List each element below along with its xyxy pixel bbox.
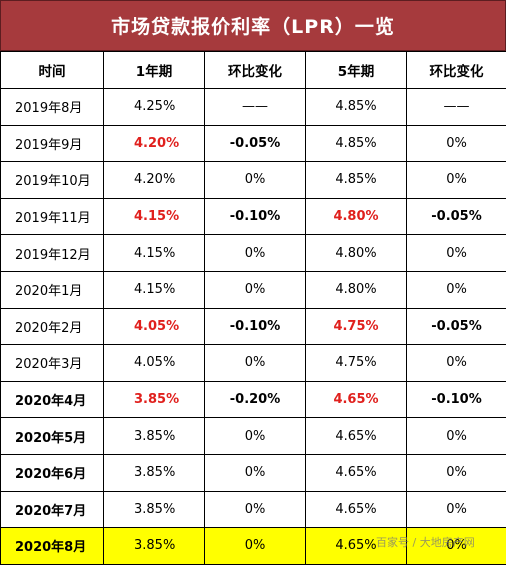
- cell-5y-change: ——: [407, 89, 506, 126]
- watermark: 百家号 / 大地房产网: [376, 534, 475, 550]
- cell-5y-rate: 4.65%: [306, 454, 407, 491]
- cell-1y-change: -0.05%: [205, 125, 306, 162]
- cell-1y-rate: 3.85%: [104, 454, 205, 491]
- cell-1y-rate: 4.20%: [104, 125, 205, 162]
- cell-date: 2020年6月: [1, 454, 104, 491]
- cell-date: 2019年10月: [1, 162, 104, 199]
- cell-5y-rate: 4.80%: [306, 271, 407, 308]
- cell-1y-change: ——: [205, 89, 306, 126]
- cell-1y-change: 0%: [205, 528, 306, 565]
- cell-5y-change: 0%: [407, 162, 506, 199]
- cell-1y-change: 0%: [205, 345, 306, 382]
- cell-date: 2020年4月: [1, 381, 104, 418]
- cell-1y-rate: 4.25%: [104, 89, 205, 126]
- table-header-row: 时间 1年期 环比变化 5年期 环比变化: [1, 52, 506, 89]
- cell-1y-rate: 4.15%: [104, 235, 205, 272]
- header-1y-change: 环比变化: [205, 52, 306, 89]
- cell-5y-change: 0%: [407, 491, 506, 528]
- cell-date: 2020年5月: [1, 418, 104, 455]
- cell-5y-change: -0.05%: [407, 198, 506, 235]
- cell-date: 2019年12月: [1, 235, 104, 272]
- cell-1y-change: 0%: [205, 235, 306, 272]
- cell-date: 2019年9月: [1, 125, 104, 162]
- cell-1y-rate: 4.05%: [104, 308, 205, 345]
- header-date: 时间: [1, 52, 104, 89]
- cell-1y-rate: 3.85%: [104, 381, 205, 418]
- cell-5y-rate: 4.80%: [306, 198, 407, 235]
- cell-1y-rate: 4.15%: [104, 271, 205, 308]
- cell-1y-change: -0.20%: [205, 381, 306, 418]
- cell-5y-change: 0%: [407, 345, 506, 382]
- cell-5y-change: -0.05%: [407, 308, 506, 345]
- cell-1y-rate: 3.85%: [104, 491, 205, 528]
- cell-5y-rate: 4.65%: [306, 491, 407, 528]
- cell-5y-rate: 4.85%: [306, 162, 407, 199]
- cell-date: 2020年3月: [1, 345, 104, 382]
- cell-date: 2019年11月: [1, 198, 104, 235]
- cell-5y-rate: 4.80%: [306, 235, 407, 272]
- cell-5y-rate: 4.65%: [306, 381, 407, 418]
- cell-1y-rate: 4.05%: [104, 345, 205, 382]
- cell-5y-change: 0%: [407, 454, 506, 491]
- cell-1y-change: 0%: [205, 418, 306, 455]
- cell-5y-rate: 4.85%: [306, 125, 407, 162]
- cell-1y-change: 0%: [205, 454, 306, 491]
- cell-5y-rate: 4.75%: [306, 308, 407, 345]
- cell-date: 2020年2月: [1, 308, 104, 345]
- cell-1y-change: -0.10%: [205, 198, 306, 235]
- header-5y-change: 环比变化: [407, 52, 506, 89]
- cell-1y-change: 0%: [205, 271, 306, 308]
- cell-date: 2020年7月: [1, 491, 104, 528]
- cell-5y-change: 0%: [407, 271, 506, 308]
- cell-5y-change: 0%: [407, 418, 506, 455]
- cell-date: 2019年8月: [1, 89, 104, 126]
- cell-5y-change: -0.10%: [407, 381, 506, 418]
- cell-5y-change: 0%: [407, 235, 506, 272]
- cell-1y-change: 0%: [205, 491, 306, 528]
- cell-1y-rate: 4.15%: [104, 198, 205, 235]
- cell-date: 2020年1月: [1, 271, 104, 308]
- cell-1y-rate: 3.85%: [104, 528, 205, 565]
- header-1y-rate: 1年期: [104, 52, 205, 89]
- cell-1y-change: -0.10%: [205, 308, 306, 345]
- cell-date: 2020年8月: [1, 528, 104, 565]
- header-5y-rate: 5年期: [306, 52, 407, 89]
- cell-5y-rate: 4.75%: [306, 345, 407, 382]
- cell-5y-change: 0%: [407, 125, 506, 162]
- cell-1y-rate: 3.85%: [104, 418, 205, 455]
- cell-5y-rate: 4.65%: [306, 418, 407, 455]
- cell-1y-change: 0%: [205, 162, 306, 199]
- cell-5y-rate: 4.85%: [306, 89, 407, 126]
- table-title: 市场贷款报价利率（LPR）一览: [0, 0, 506, 51]
- cell-1y-rate: 4.20%: [104, 162, 205, 199]
